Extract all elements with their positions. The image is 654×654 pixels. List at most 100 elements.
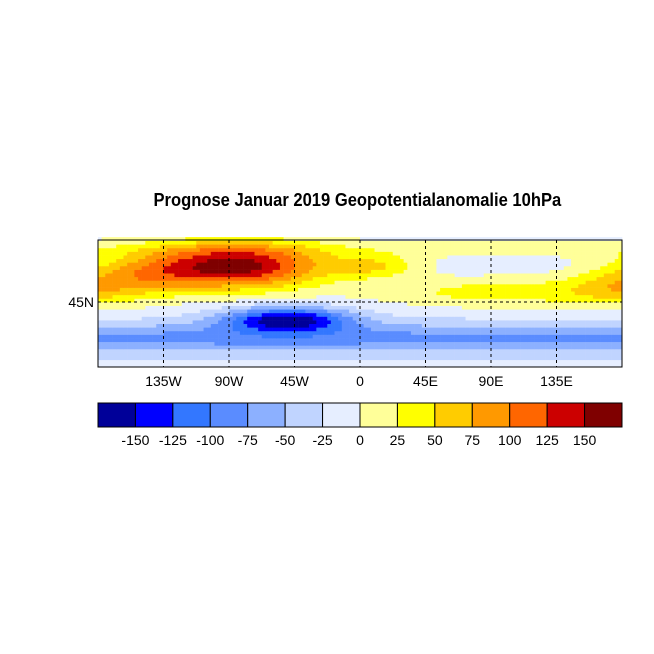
field-cell — [560, 298, 565, 303]
field-cell — [159, 334, 164, 339]
field-cell — [461, 352, 466, 357]
field-cell — [316, 262, 321, 267]
field-cell — [352, 244, 357, 249]
field-cell — [156, 273, 161, 278]
field-cell — [261, 265, 266, 270]
field-cell — [214, 352, 219, 357]
field-cell — [101, 280, 106, 285]
field-cell — [374, 316, 379, 321]
field-cell — [163, 338, 168, 343]
field-cell — [349, 273, 354, 278]
field-cell — [170, 334, 175, 339]
field-cell — [188, 265, 193, 270]
field-cell — [596, 320, 601, 325]
field-cell — [596, 291, 601, 296]
field-cell — [523, 262, 528, 267]
field-cell — [491, 244, 495, 249]
field-cell — [199, 352, 204, 357]
field-cell — [261, 352, 266, 357]
field-cell — [170, 327, 175, 332]
field-cell — [159, 345, 164, 350]
field-cell — [236, 330, 241, 335]
field-cell — [305, 291, 310, 296]
field-cell — [458, 265, 463, 270]
field-cell — [531, 276, 535, 281]
field-cell — [381, 359, 386, 364]
field-cell — [148, 302, 153, 306]
field-cell — [443, 291, 448, 296]
field-cell — [123, 327, 128, 332]
field-cell — [374, 294, 379, 299]
field-cell — [385, 284, 390, 288]
field-cell — [338, 356, 343, 361]
field-cell — [581, 330, 586, 335]
field-cell — [145, 265, 150, 270]
field-cell — [156, 298, 161, 303]
field-cell — [341, 356, 346, 361]
field-cell — [254, 284, 259, 288]
field-cell — [218, 265, 223, 270]
field-cell — [214, 255, 219, 260]
field-cell — [541, 338, 546, 343]
field-cell — [458, 269, 463, 274]
field-cell — [170, 309, 175, 314]
field-cell — [450, 309, 455, 314]
field-cell — [298, 265, 303, 270]
field-cell — [385, 273, 390, 278]
field-cell — [491, 280, 495, 285]
field-cell — [603, 320, 608, 325]
field-cell — [512, 309, 517, 314]
field-cell — [385, 320, 390, 325]
field-cell — [178, 359, 182, 364]
field-cell — [403, 363, 408, 368]
field-cell — [480, 298, 485, 303]
field-cell — [108, 276, 113, 281]
field-cell — [221, 265, 226, 270]
field-cell — [138, 341, 142, 346]
field-cell — [400, 320, 404, 325]
field-cell — [232, 280, 237, 285]
field-cell — [563, 280, 568, 285]
field-cell — [207, 345, 212, 350]
field-cell — [101, 276, 106, 281]
field-cell — [199, 356, 204, 361]
field-cell — [105, 327, 110, 332]
field-cell — [316, 352, 321, 357]
field-cell — [574, 287, 579, 292]
field-cell — [356, 269, 361, 274]
field-cell — [418, 265, 423, 270]
field-cell — [258, 284, 263, 288]
field-cell — [199, 294, 204, 299]
field-cell — [527, 251, 532, 256]
field-cell — [247, 273, 252, 278]
field-cell — [272, 273, 277, 278]
field-cell — [218, 298, 223, 303]
field-cell — [163, 255, 168, 260]
field-cell — [378, 363, 383, 368]
field-cell — [236, 312, 241, 317]
field-cell — [505, 352, 510, 357]
field-cell — [432, 273, 437, 278]
field-cell — [148, 280, 153, 285]
field-cell — [134, 345, 139, 350]
field-cell — [454, 291, 459, 296]
field-cell — [312, 247, 317, 252]
field-cell — [429, 269, 434, 274]
field-cell — [454, 262, 459, 267]
field-cell — [425, 269, 430, 274]
field-cell — [287, 363, 292, 368]
field-cell — [269, 309, 273, 314]
field-cell — [360, 276, 364, 281]
field-cell — [429, 298, 434, 303]
field-cell — [389, 312, 394, 317]
field-cell — [407, 359, 412, 364]
field-cell — [611, 323, 616, 328]
field-cell — [578, 255, 583, 260]
field-cell — [258, 345, 263, 350]
field-cell — [447, 330, 452, 335]
field-cell — [199, 244, 204, 249]
field-cell — [389, 287, 394, 292]
field-cell — [396, 341, 401, 346]
field-cell — [483, 334, 488, 339]
field-cell — [323, 280, 328, 285]
